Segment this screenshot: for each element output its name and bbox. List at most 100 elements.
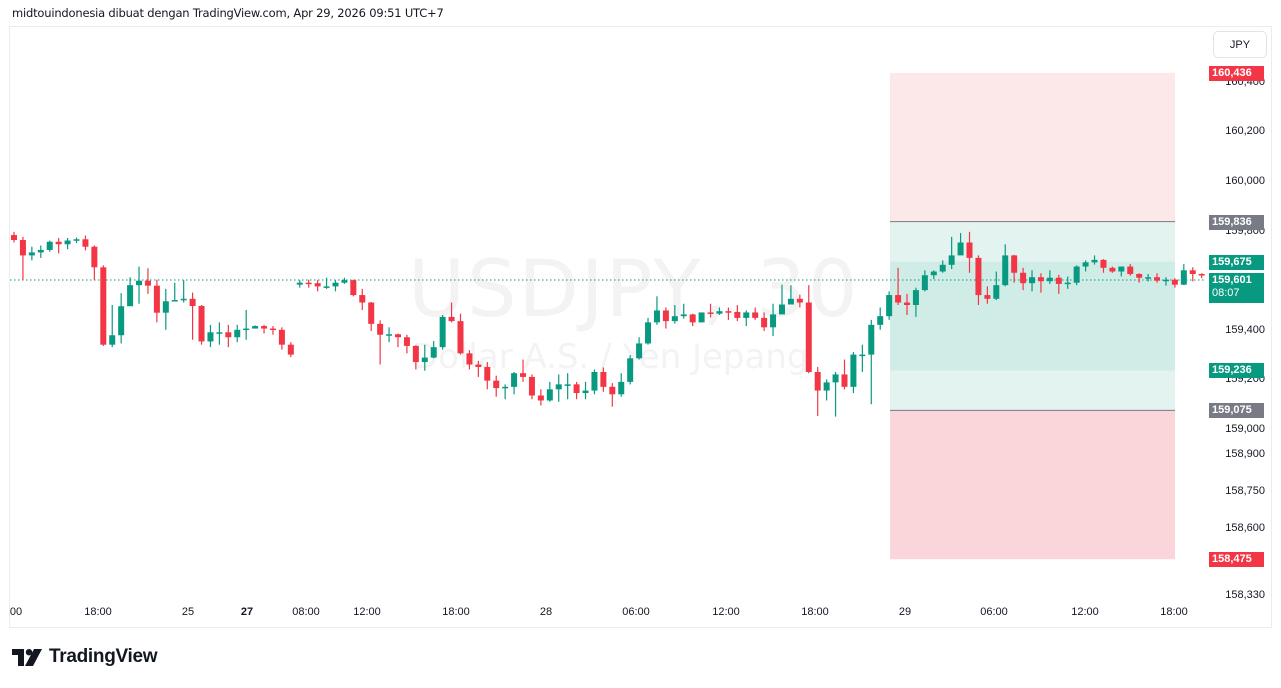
candle[interactable] xyxy=(645,317,652,345)
candle[interactable] xyxy=(162,288,169,330)
candle[interactable] xyxy=(761,312,768,332)
candle[interactable] xyxy=(743,310,750,327)
candle[interactable] xyxy=(778,284,785,315)
candle[interactable] xyxy=(1046,270,1053,284)
candle[interactable] xyxy=(46,240,53,252)
candle[interactable] xyxy=(698,312,705,323)
candle[interactable] xyxy=(787,285,794,305)
candle[interactable] xyxy=(1189,267,1196,282)
candle[interactable] xyxy=(1055,274,1062,294)
candle[interactable] xyxy=(153,279,160,323)
candle[interactable] xyxy=(582,381,589,400)
candle[interactable] xyxy=(412,345,419,370)
candle[interactable] xyxy=(127,277,134,307)
candle[interactable] xyxy=(1100,259,1107,273)
candle[interactable] xyxy=(1011,254,1018,283)
candle[interactable] xyxy=(814,367,821,417)
candle[interactable] xyxy=(877,307,884,330)
candle[interactable] xyxy=(734,305,741,322)
candle[interactable] xyxy=(216,322,223,345)
candle[interactable] xyxy=(386,327,393,343)
candle[interactable] xyxy=(180,280,187,303)
candle[interactable] xyxy=(832,371,839,417)
candle[interactable] xyxy=(546,381,553,402)
candle[interactable] xyxy=(64,238,71,250)
candle[interactable] xyxy=(975,255,982,305)
candle[interactable] xyxy=(1180,264,1187,286)
candle[interactable] xyxy=(55,238,62,254)
candle[interactable] xyxy=(966,231,973,273)
candle[interactable] xyxy=(377,320,384,365)
candle[interactable] xyxy=(109,305,116,348)
candle[interactable] xyxy=(136,266,143,304)
candle[interactable] xyxy=(707,303,714,318)
candle[interactable] xyxy=(1162,277,1169,286)
candle[interactable] xyxy=(421,344,428,371)
price-label-green[interactable]: 159,236 xyxy=(1209,363,1264,379)
candle[interactable] xyxy=(537,389,544,406)
candle[interactable] xyxy=(930,270,937,279)
candle[interactable] xyxy=(1064,276,1071,289)
price-axis[interactable]: 160,400 160,200 160,000 159,800 159,400 159,2… xyxy=(1205,27,1271,627)
candle[interactable] xyxy=(591,369,598,395)
candle[interactable] xyxy=(314,280,321,292)
candle[interactable] xyxy=(493,375,500,397)
candle[interactable] xyxy=(1171,278,1178,288)
candle[interactable] xyxy=(350,279,357,297)
candle[interactable] xyxy=(118,293,125,344)
candle[interactable] xyxy=(37,245,44,258)
candle[interactable] xyxy=(939,260,946,273)
candle[interactable] xyxy=(680,303,687,319)
candle[interactable] xyxy=(511,371,518,395)
target-zone-upper[interactable] xyxy=(890,72,1175,222)
candle[interactable] xyxy=(1136,273,1143,283)
candle[interactable] xyxy=(100,265,107,346)
time-axis[interactable]: 00 18:00 25 27 08:00 12:00 18:00 28 06:00 12:00 18… xyxy=(10,598,1205,627)
candle[interactable] xyxy=(171,282,178,302)
candle[interactable] xyxy=(1127,264,1134,276)
candle[interactable] xyxy=(868,319,875,405)
candle[interactable] xyxy=(305,279,312,288)
candle[interactable] xyxy=(439,314,446,350)
candle[interactable] xyxy=(770,303,777,336)
candle[interactable] xyxy=(1145,274,1152,282)
candle[interactable] xyxy=(1154,273,1161,283)
candle[interactable] xyxy=(618,373,625,397)
chart-plot-area[interactable]: USDJPY, 30 Dollar A.S. / Yen Jepang xyxy=(10,27,1205,597)
candle[interactable] xyxy=(502,384,509,400)
price-label-red[interactable]: 158,475 xyxy=(1209,552,1264,568)
candle[interactable] xyxy=(341,277,348,284)
candle[interactable] xyxy=(948,236,955,270)
price-label-red[interactable]: 160,436 xyxy=(1209,65,1264,81)
candle[interactable] xyxy=(19,236,26,281)
candle[interactable] xyxy=(243,309,250,340)
candle[interactable] xyxy=(1082,260,1089,272)
price-label-gray[interactable]: 159,075 xyxy=(1209,403,1264,419)
candle[interactable] xyxy=(484,362,491,390)
candle[interactable] xyxy=(11,231,17,243)
price-label-green[interactable]: 159,675 xyxy=(1209,254,1264,270)
target-zone-lower[interactable] xyxy=(890,410,1175,560)
candle[interactable] xyxy=(528,374,535,400)
candle[interactable] xyxy=(671,305,678,324)
candle[interactable] xyxy=(198,305,205,345)
tradingview-logo[interactable]: TradingView xyxy=(12,646,158,668)
candle[interactable] xyxy=(796,294,803,308)
candle[interactable] xyxy=(189,292,196,340)
candle[interactable] xyxy=(1073,265,1080,286)
candle[interactable] xyxy=(895,267,902,305)
candle[interactable] xyxy=(287,342,294,358)
candle[interactable] xyxy=(1109,266,1116,273)
candle[interactable] xyxy=(957,233,964,256)
candle[interactable] xyxy=(1002,244,1009,287)
price-label-green[interactable]: 159,601 08:07 xyxy=(1209,272,1264,303)
candle[interactable] xyxy=(689,313,696,327)
candle[interactable] xyxy=(144,268,151,294)
candle[interactable] xyxy=(475,360,482,377)
candle[interactable] xyxy=(564,373,571,400)
candle[interactable] xyxy=(921,270,928,292)
candle[interactable] xyxy=(609,383,616,407)
candle[interactable] xyxy=(984,286,991,304)
candle[interactable] xyxy=(1029,270,1036,292)
candle[interactable] xyxy=(28,246,35,261)
